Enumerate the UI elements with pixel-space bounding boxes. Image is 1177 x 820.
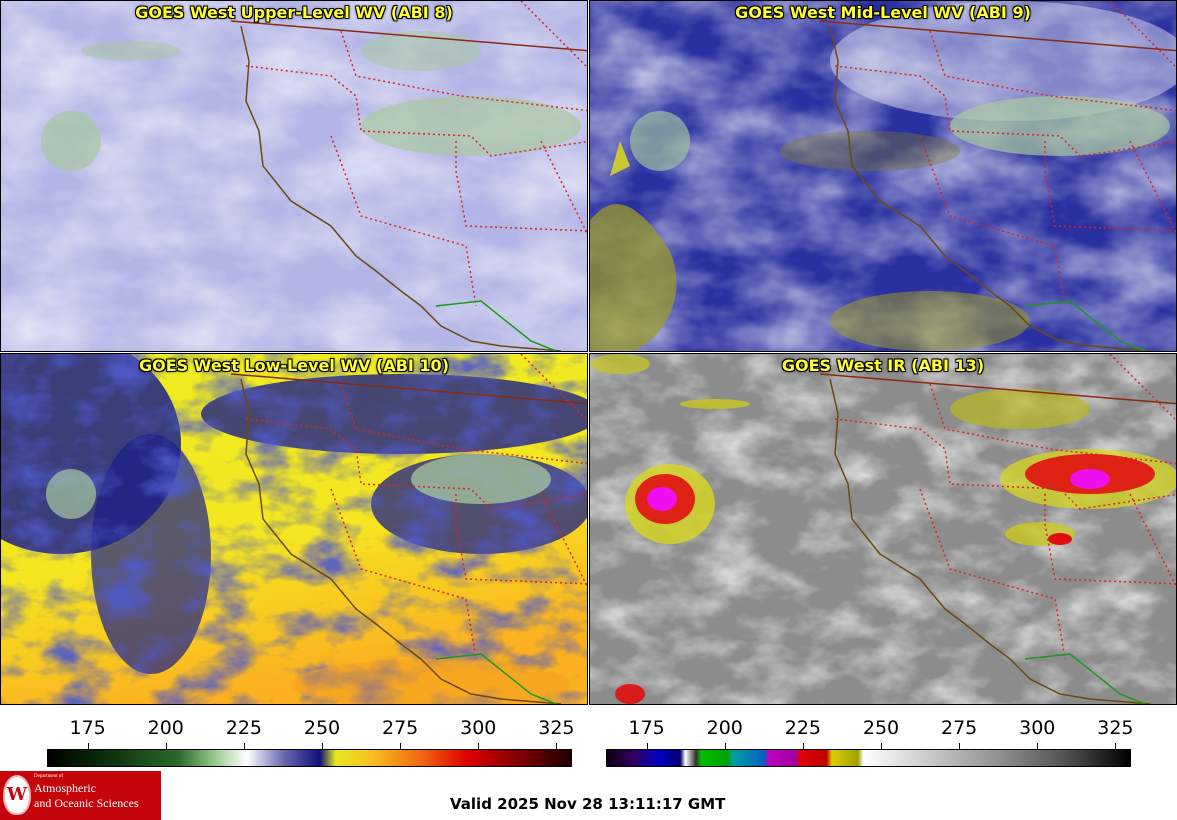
wv-colorbar-gradient xyxy=(47,749,572,767)
colorbar-tick-label: 225 xyxy=(784,717,822,739)
colorbar-tick-mark xyxy=(478,743,480,749)
colorbar-tick-label: 225 xyxy=(225,717,263,739)
panel-title: GOES West Low-Level WV (ABI 10) xyxy=(138,356,449,375)
colorbar-tick-mark xyxy=(1037,743,1039,749)
panel-upper-level-wv: GOES West Upper-Level WV (ABI 8) xyxy=(0,0,588,352)
colorbar-tick-label: 200 xyxy=(147,717,184,739)
colorbar-tick-mark xyxy=(400,743,402,749)
colorbar-tick-label: 250 xyxy=(862,717,900,739)
colorbar-tick-mark xyxy=(243,743,245,749)
aos-logo: W Department of Atmospheric and Oceanic … xyxy=(0,771,161,820)
colorbar-tick-mark xyxy=(322,743,323,749)
colorbar-tick-mark xyxy=(959,743,961,749)
colorbar-tick-label: 325 xyxy=(538,717,575,739)
colorbar-tick-mark xyxy=(1115,743,1117,749)
panel-low-level-wv: GOES West Low-Level WV (ABI 10) xyxy=(0,353,588,705)
colorbar-tick-label: 300 xyxy=(1019,717,1056,739)
colorbar-tick-mark xyxy=(802,743,804,749)
colorbar-tick-label: 325 xyxy=(1097,717,1134,739)
panel-title: GOES West IR (ABI 13) xyxy=(781,356,985,375)
colorbar-tick-label: 275 xyxy=(940,717,978,739)
mid-level-wv-image xyxy=(590,1,1176,351)
wv-colorbar: 175 200 225 250 275 300 325 xyxy=(47,715,575,770)
colorbar-tick-label: 175 xyxy=(628,717,665,739)
logo-dept-text: Department of xyxy=(34,774,64,779)
upper-level-wv-image xyxy=(1,1,587,351)
logo-line2: and Oceanic Sciences xyxy=(34,796,139,810)
valid-time: Valid 2025 Nov 28 13:11:17 GMT xyxy=(450,795,726,813)
panel-title: GOES West Mid-Level WV (ABI 9) xyxy=(735,3,1031,22)
panel-title: GOES West Upper-Level WV (ABI 8) xyxy=(135,3,453,22)
ir-colorbar: 175 200 225 250 275 300 325 xyxy=(606,715,1134,770)
colorbar-tick-mark xyxy=(87,743,89,749)
panel-ir: GOES West IR (ABI 13) xyxy=(589,353,1177,705)
colorbar-tick-label: 175 xyxy=(69,717,106,739)
colorbar-tick-label: 275 xyxy=(381,717,419,739)
colorbar-tick-mark xyxy=(881,743,882,749)
colorbar-tick-mark xyxy=(165,743,167,749)
colorbar-tick-label: 250 xyxy=(303,717,341,739)
logo-line1: Atmospheric xyxy=(34,781,96,795)
panel-mid-level-wv: GOES West Mid-Level WV (ABI 9) xyxy=(589,0,1177,352)
colorbar-tick-mark xyxy=(724,743,726,749)
colorbar-tick-label: 200 xyxy=(706,717,743,739)
ir-image xyxy=(590,354,1176,704)
low-level-wv-image xyxy=(1,354,587,704)
colorbar-tick-mark xyxy=(556,743,558,749)
uw-seal-icon: W xyxy=(3,775,31,815)
colorbar-tick-label: 300 xyxy=(460,717,497,739)
colorbar-tick-mark xyxy=(646,743,648,749)
ir-colorbar-gradient xyxy=(606,749,1131,767)
